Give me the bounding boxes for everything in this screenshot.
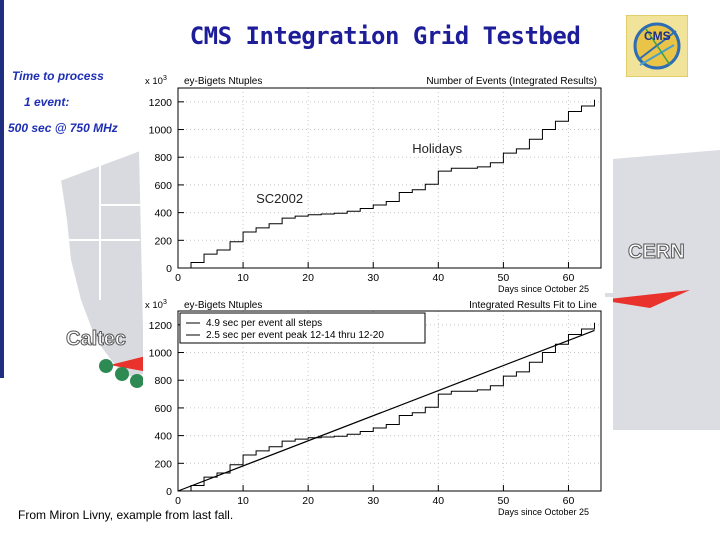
y-tick-label: 1000 (149, 348, 173, 360)
panel-title: ey-Bigets Ntuples (184, 76, 262, 87)
x-tick-label: 20 (302, 495, 314, 507)
y-tick-label: 200 (154, 235, 172, 247)
x-tick-label: 30 (367, 495, 379, 507)
one-event-label: 1 event: (24, 95, 70, 109)
x-tick-label: 0 (175, 495, 181, 507)
x-tick-label: 60 (563, 272, 575, 284)
x-tick-label: 40 (432, 272, 444, 284)
plot-frame (177, 87, 602, 269)
y-tick-label: 600 (154, 180, 172, 192)
fit-line (177, 329, 595, 492)
sec-per-event-label: 500 sec @ 750 MHz (8, 121, 118, 135)
y-tick-label: 400 (154, 208, 172, 220)
y-tick-label: 800 (154, 375, 172, 387)
chart-annotation: SC2002 (256, 191, 303, 206)
x-tick-label: 50 (498, 495, 510, 507)
chart-annotation: Holidays (412, 141, 462, 156)
map-label-cern: CERN (628, 241, 685, 263)
europe-map-shape (600, 150, 720, 430)
network-link (600, 290, 690, 308)
chart-panel-1: 0 200 400 600 800 1000 1200 0 10 20 30 40 50 60 x 103 e… (143, 73, 613, 294)
series-line-1 (178, 99, 595, 269)
x-tick-label: 40 (432, 495, 444, 507)
panel-title: ey-Bigets Ntuples (184, 300, 262, 311)
map-label-caltech: Caltec (66, 328, 126, 350)
y-tick-label: 800 (154, 152, 172, 164)
y-exponent-sup: 3 (163, 299, 167, 306)
network-link-2 (110, 355, 150, 372)
chart-title: Integrated Results Fit to Line (469, 300, 597, 311)
footer-note: From Miron Livny, example from last fall… (18, 508, 234, 522)
x-axis-label: Days since October 25 (498, 284, 589, 294)
network-node (99, 359, 113, 373)
y-exponent-label: x 103 (145, 75, 167, 87)
x-tick-label: 60 (563, 495, 575, 507)
x-tick-label: 10 (237, 272, 249, 284)
y-tick-label: 1000 (149, 125, 173, 137)
chart-panel-background (143, 73, 613, 293)
slide-title: CMS Integration Grid Testbed (189, 22, 581, 50)
x-axis-label: Days since October 25 (498, 507, 589, 517)
cms-logo: CMS (626, 15, 688, 77)
network-node (130, 374, 144, 388)
y-tick-label: 1200 (149, 97, 173, 109)
chart-title: Number of Events (Integrated Results) (426, 76, 597, 87)
network-node (115, 367, 129, 381)
series-line-1 (178, 322, 595, 492)
y-tick-label: 600 (154, 403, 172, 415)
y-tick-label: 0 (166, 486, 172, 498)
y-exponent-sup: 3 (163, 75, 167, 82)
y-exponent-label: x 103 (145, 299, 167, 311)
legend-box (179, 312, 426, 344)
left-accent-bar (0, 0, 4, 378)
x-tick-label: 10 (237, 495, 249, 507)
y-tick-label: 1200 (149, 320, 173, 332)
x-tick-label: 30 (367, 272, 379, 284)
x-tick-label: 20 (302, 272, 314, 284)
svg-text:CMS: CMS (644, 29, 671, 43)
y-tick-label: 0 (166, 263, 172, 275)
chart-panel-2: 0 200 400 600 800 1000 1200 0 10 20 30 40 50 60 x 103 e… (143, 297, 613, 522)
plot-frame (177, 310, 602, 492)
legend-entry: 2.5 sec per event peak 12-14 thru 12-20 (206, 330, 384, 341)
x-tick-label: 50 (498, 272, 510, 284)
x-tick-label: 0 (175, 272, 181, 284)
legend-entry: 4.9 sec per event all steps (206, 318, 322, 329)
time-to-process-label: Time to process (12, 69, 104, 83)
y-tick-label: 200 (154, 458, 172, 470)
y-tick-label: 400 (154, 431, 172, 443)
